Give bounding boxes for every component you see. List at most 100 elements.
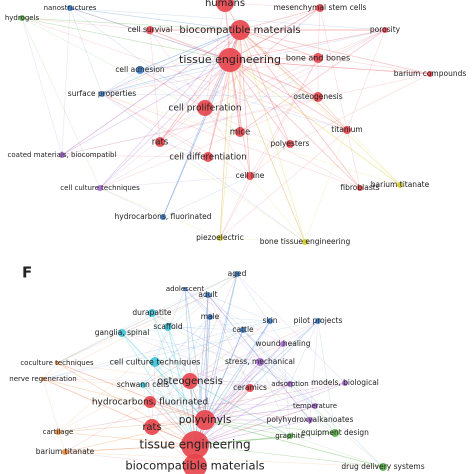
node (234, 271, 240, 277)
edge (259, 361, 291, 437)
edge (154, 361, 251, 389)
node (218, 48, 242, 72)
edge (167, 326, 206, 421)
edge (204, 2, 226, 109)
edge (99, 29, 241, 189)
nodes (19, 0, 433, 474)
edge (249, 143, 291, 177)
node (19, 15, 25, 21)
node-label: schwann cells (117, 380, 169, 389)
edge (151, 273, 238, 314)
edge (149, 29, 231, 61)
node-label: biocompatible materials (179, 25, 300, 36)
node-label: humans (205, 0, 245, 9)
edge (317, 96, 348, 131)
edge (151, 312, 291, 385)
node (144, 396, 156, 408)
edge (204, 383, 291, 421)
node (316, 4, 324, 12)
edge (304, 129, 348, 243)
node (181, 431, 209, 459)
node (246, 172, 254, 180)
edge (219, 59, 231, 239)
edge (236, 273, 284, 345)
edge (204, 273, 238, 421)
edge (21, 17, 151, 31)
edge (61, 96, 319, 156)
node-label: cell culture techniques (60, 184, 140, 192)
node-label: tissue engineering (139, 438, 250, 452)
panel-label: F (22, 264, 32, 282)
node-label: barium compounds (394, 69, 467, 78)
edge (204, 419, 384, 468)
edge (56, 312, 153, 364)
edge (69, 7, 241, 31)
node-label: nanostructures (44, 4, 97, 12)
edge (194, 320, 319, 446)
edge (57, 273, 238, 433)
edge (194, 405, 316, 446)
node-label: barium titanate (36, 447, 95, 456)
node-label: biocompatible materials (125, 459, 264, 473)
node (155, 137, 165, 147)
node (315, 318, 321, 324)
edge (194, 405, 316, 446)
edge (239, 29, 306, 243)
edge (229, 59, 319, 98)
edge (204, 405, 316, 421)
edge (194, 383, 291, 446)
node-label: cell adhesion (115, 65, 165, 74)
edge (61, 59, 231, 156)
node (246, 384, 254, 392)
edge (317, 96, 401, 186)
edge (42, 294, 209, 380)
edge (204, 29, 386, 109)
node-label: polyvinyls (179, 414, 232, 426)
edge (159, 141, 209, 158)
edge (239, 29, 386, 133)
node (160, 214, 166, 220)
edge (61, 7, 71, 156)
edge (219, 57, 319, 239)
edge (121, 332, 206, 421)
edge (149, 401, 316, 407)
edge (239, 29, 431, 75)
edge (121, 332, 261, 363)
node-label: nerve regeneration (9, 375, 76, 383)
edge (239, 29, 319, 59)
edge (69, 7, 206, 109)
node-label: barium titanate (371, 180, 430, 189)
node (67, 5, 73, 11)
edge (154, 361, 196, 446)
edge (149, 29, 206, 109)
node-label: scaffold (153, 322, 182, 331)
edge (121, 332, 316, 407)
edge (219, 237, 306, 243)
node (230, 20, 250, 40)
node (342, 380, 348, 386)
edge (56, 273, 238, 364)
edge (184, 288, 316, 407)
edge (282, 343, 291, 437)
edge (229, 59, 431, 75)
edge (101, 29, 386, 95)
edge (101, 93, 361, 189)
node (41, 377, 45, 381)
edge (99, 59, 231, 189)
edge (162, 175, 251, 218)
edge (99, 29, 386, 189)
edge (209, 316, 271, 322)
node (55, 361, 59, 365)
edge (229, 7, 321, 61)
node-label: adsorption (271, 380, 308, 388)
node-label: stress, mechanical (225, 357, 295, 366)
edge (204, 107, 251, 177)
edge (194, 435, 291, 446)
node (280, 341, 286, 347)
edge (121, 332, 206, 421)
node-label: wound healing (255, 339, 310, 348)
edge (57, 329, 244, 433)
edge (207, 294, 311, 421)
node-label: hydrocarbons, fluorinated (92, 398, 208, 408)
